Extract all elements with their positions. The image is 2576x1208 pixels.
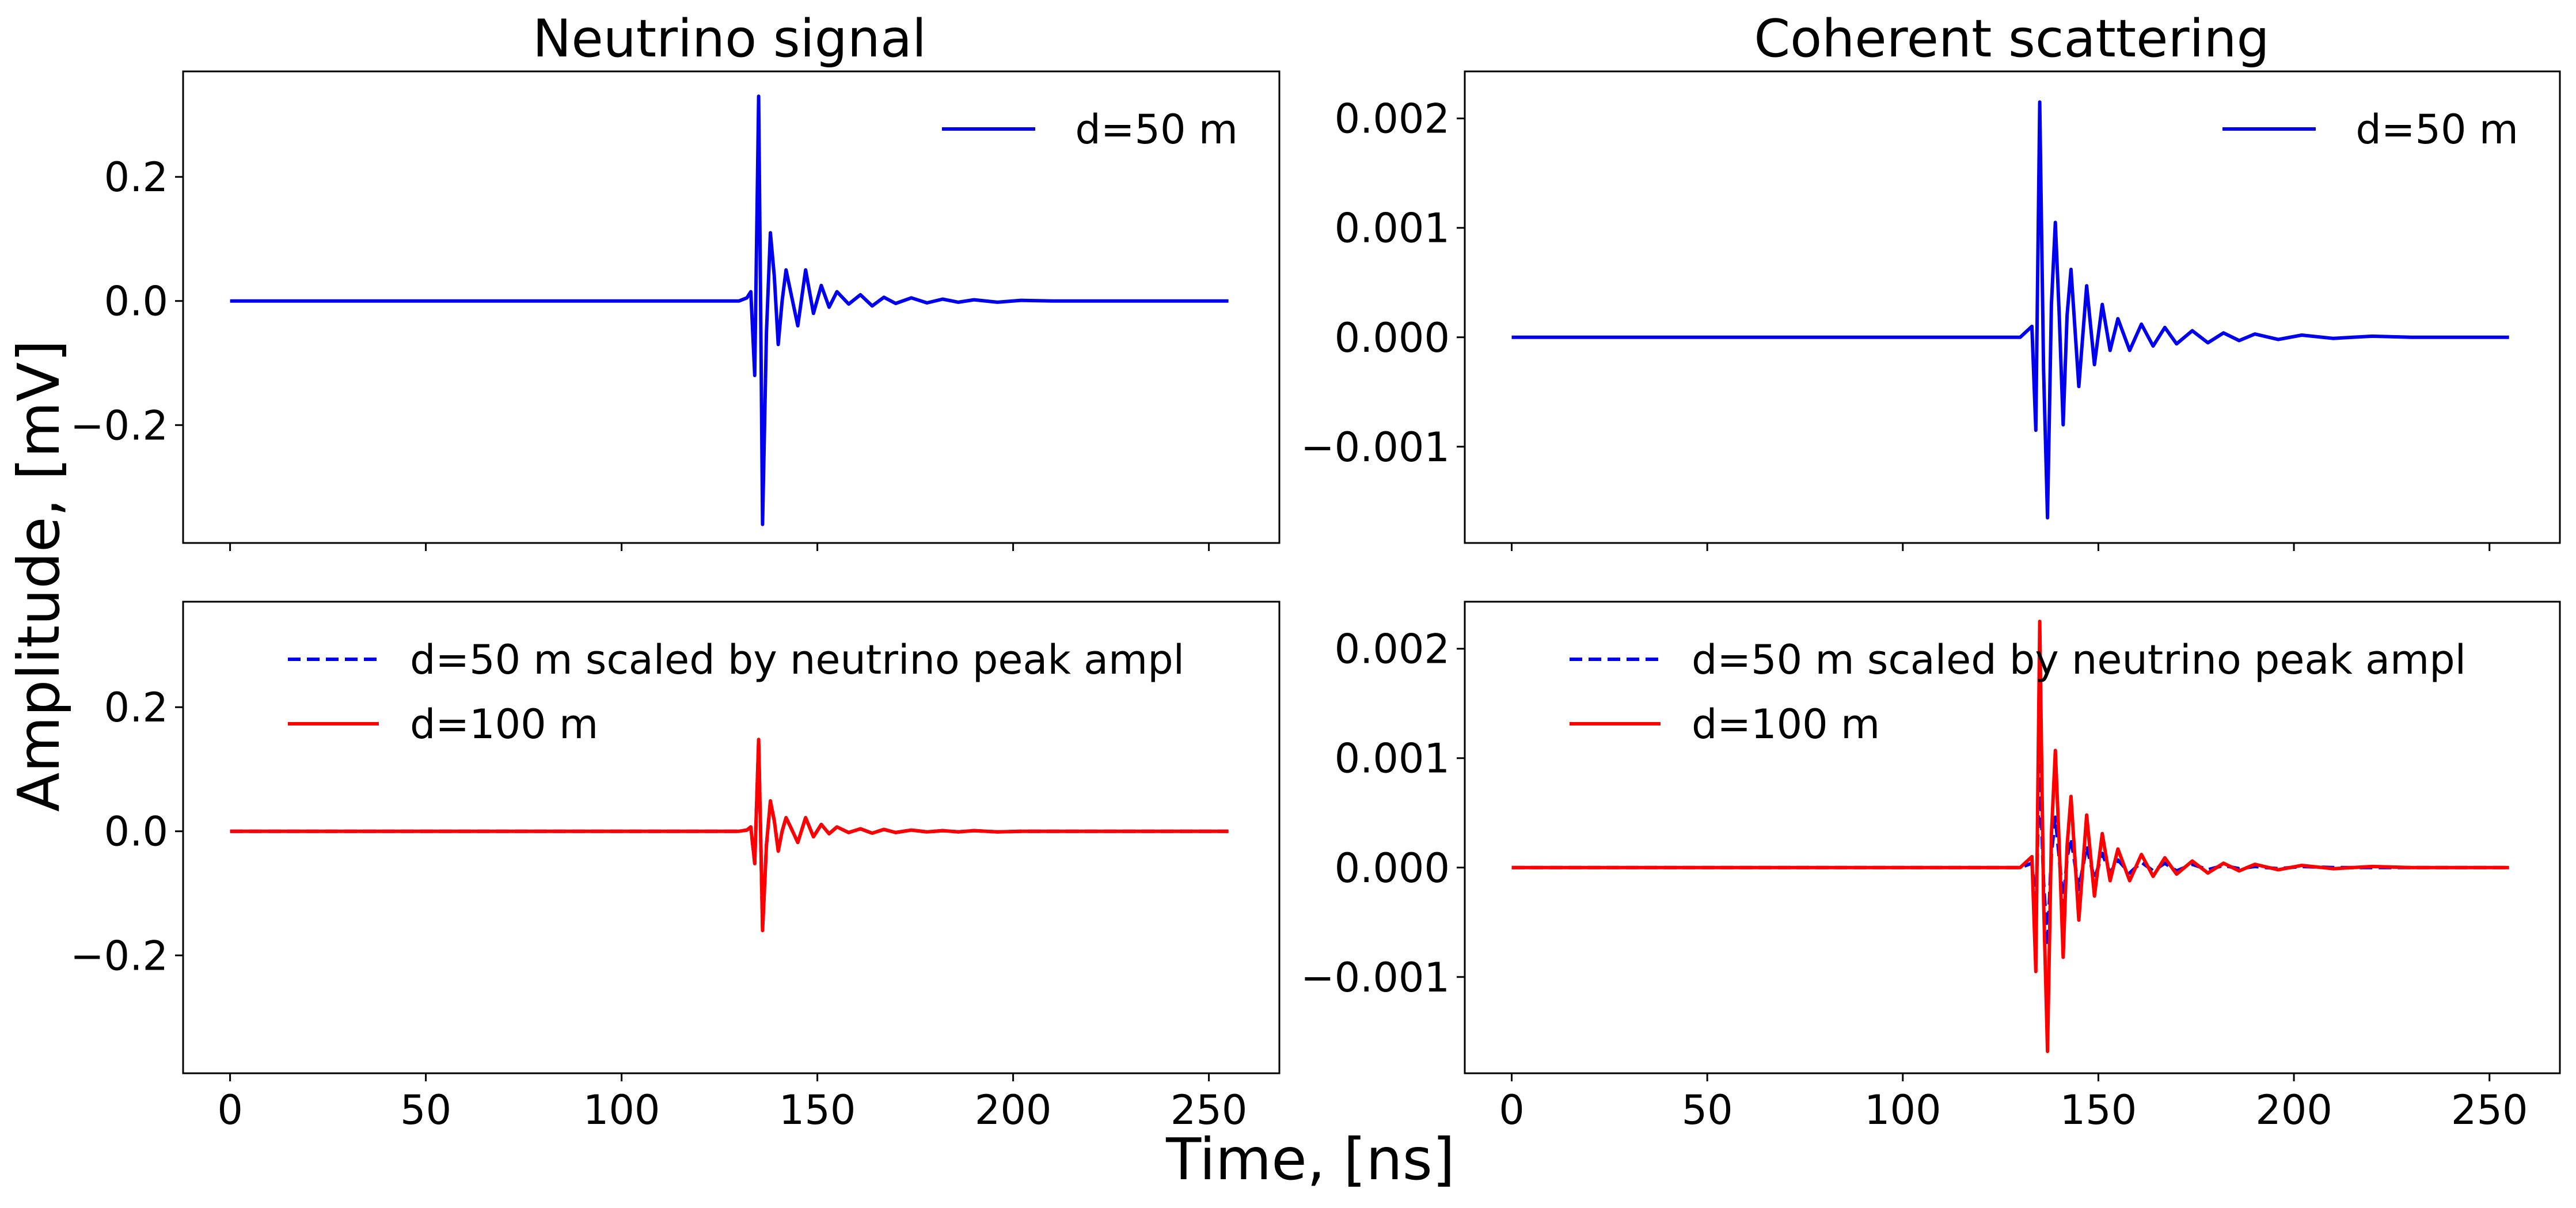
x-axis-label: Time, [ns]: [1165, 1126, 1455, 1193]
subplot-coherent_bottom: 0 50 100 150 200 250 −0.001 0.000 0.001 0.002 d=50…: [1301, 601, 2561, 1134]
series-line-neutrino_top-0: [230, 94, 1229, 526]
title-neutrino-signal: Neutrino signal: [533, 9, 926, 69]
x-tick-label-neutrino_bottom-4: 200: [975, 1087, 1052, 1134]
axes-frame-coherent_bottom: [1464, 601, 2561, 1074]
y-tick-label-neutrino_top-1: 0.0: [104, 278, 168, 325]
x-tick-label-neutrino_bottom-3: 150: [779, 1087, 856, 1134]
x-tick-label-coherent_bottom-0: 0: [1499, 1087, 1525, 1134]
y-tick-label-coherent_top-2: 0.001: [1335, 205, 1450, 252]
subplot-coherent_top: −0.001 0.000 0.001 0.002 d=50 m: [1301, 70, 2561, 551]
x-tick-label-coherent_bottom-1: 50: [1682, 1087, 1733, 1134]
legend-label-neutrino_bottom-1: d=100 m: [410, 701, 598, 748]
legend-label-coherent_top-0: d=50 m: [2355, 106, 2518, 153]
y-tick-label-neutrino_bottom-2: 0.2: [104, 684, 168, 731]
legend-neutrino_bottom: d=50 m scaled by neutrino peak ampl d=100…: [288, 636, 1184, 748]
axes-frame-coherent_top: [1464, 70, 2561, 544]
x-tick-label-coherent_bottom-4: 200: [2255, 1087, 2332, 1134]
y-tick-label-coherent_bottom-1: 0.000: [1335, 845, 1450, 892]
y-tick-label-neutrino_top-0: −0.2: [70, 402, 168, 449]
x-tick-label-coherent_bottom-3: 150: [2060, 1087, 2137, 1134]
y-tick-label-neutrino_bottom-1: 0.0: [104, 808, 168, 856]
subplot-neutrino_bottom: 0 50 100 150 200 250 −0.2 0.0 0.2 d=50 m scaled b…: [70, 601, 1281, 1134]
axes-frame-neutrino_bottom: [182, 601, 1281, 1074]
x-tick-label-coherent_bottom-2: 100: [1864, 1087, 1942, 1134]
series-line-coherent_bottom-1: [1511, 620, 2509, 1053]
y-tick-label-neutrino_bottom-0: −0.2: [70, 932, 168, 979]
legend-coherent_bottom: d=50 m scaled by neutrino peak ampl d=100…: [1570, 636, 2466, 748]
y-tick-label-coherent_bottom-2: 0.001: [1335, 735, 1450, 782]
legend-coherent_top: d=50 m: [2222, 106, 2518, 153]
x-tick-label-neutrino_bottom-5: 250: [1171, 1087, 1248, 1134]
y-axis-label: Amplitude, [mV]: [5, 340, 73, 812]
x-tick-label-neutrino_bottom-0: 0: [217, 1087, 243, 1134]
legend-label-coherent_bottom-0: d=50 m scaled by neutrino peak ampl: [1692, 636, 2466, 683]
subplot-neutrino_top: −0.2 0.0 0.2 d=50 m: [70, 70, 1281, 551]
title-coherent-scattering: Coherent scattering: [1754, 9, 2269, 69]
y-tick-label-coherent_top-3: 0.002: [1335, 96, 1450, 143]
x-tick-label-neutrino_bottom-2: 100: [583, 1087, 660, 1134]
x-tick-label-coherent_bottom-5: 250: [2451, 1087, 2528, 1134]
y-tick-label-coherent_top-1: 0.000: [1335, 314, 1450, 362]
series-line-neutrino_bottom-0: [230, 739, 1229, 931]
legend-label-neutrino_bottom-0: d=50 m scaled by neutrino peak ampl: [410, 636, 1184, 683]
y-tick-label-neutrino_top-2: 0.2: [104, 154, 168, 201]
legend-label-neutrino_top-0: d=50 m: [1075, 106, 1238, 153]
legend-neutrino_top: d=50 m: [942, 106, 1238, 153]
y-tick-label-coherent_bottom-3: 0.002: [1335, 626, 1450, 673]
x-tick-label-neutrino_bottom-1: 50: [400, 1087, 451, 1134]
axes-frame-neutrino_top: [182, 70, 1281, 544]
y-tick-label-coherent_top-0: −0.001: [1301, 424, 1450, 471]
legend-label-coherent_bottom-1: d=100 m: [1692, 701, 1880, 748]
series-line-neutrino_bottom-1: [230, 738, 1229, 933]
series-line-coherent_bottom-0: [1511, 764, 2509, 948]
series-line-coherent_top-0: [1511, 100, 2509, 520]
y-tick-label-coherent_bottom-0: −0.001: [1301, 954, 1450, 1001]
